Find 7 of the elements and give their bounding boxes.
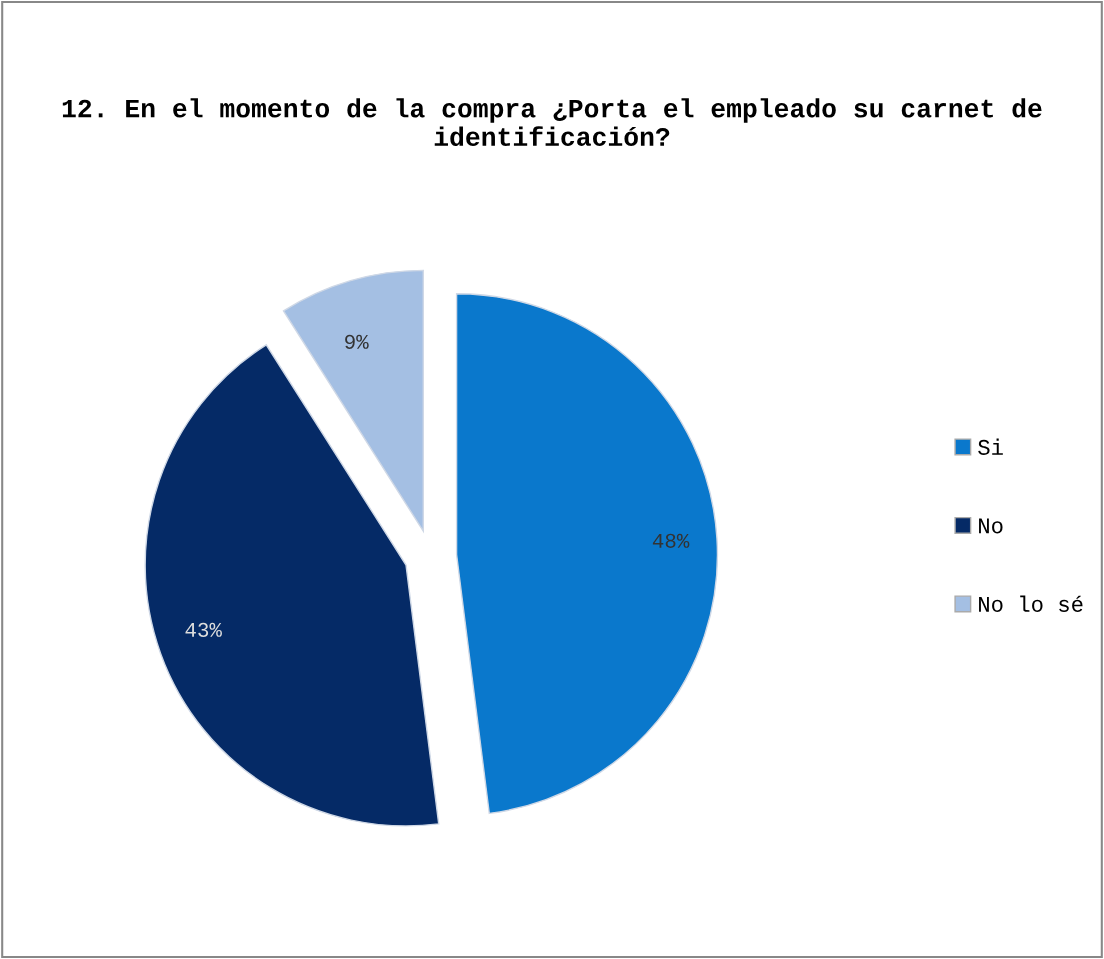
legend-label: Si bbox=[978, 438, 1003, 455]
data-label: 9% bbox=[345, 334, 369, 349]
legend-label: No lo sé bbox=[979, 595, 1083, 612]
legend-label: No bbox=[979, 518, 1003, 534]
data-label: 43% bbox=[185, 622, 222, 637]
data-label: 48% bbox=[652, 533, 690, 548]
chart-title: 12. En el momento de la compra ¿Porta el empleado su carnet de identificación? bbox=[62, 98, 1042, 146]
